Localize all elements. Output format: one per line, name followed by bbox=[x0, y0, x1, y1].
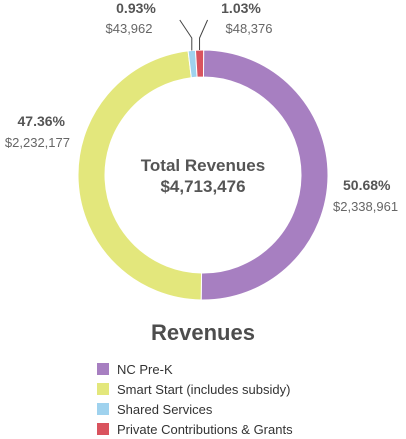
legend-label: Smart Start (includes subsidy) bbox=[117, 381, 291, 397]
leader-lines bbox=[179, 19, 209, 51]
legend-label: NC Pre-K bbox=[117, 361, 173, 377]
legend-title: Revenues bbox=[151, 320, 255, 345]
donut-slice bbox=[77, 50, 203, 301]
legend-swatch bbox=[97, 423, 109, 435]
legend-item: NC Pre-K bbox=[97, 359, 293, 379]
slice-amount-label: $43,962 bbox=[106, 21, 153, 36]
legend-item: Private Contributions & Grants bbox=[97, 419, 293, 439]
leader-line bbox=[199, 19, 209, 51]
slice-percent-label: 1.03% bbox=[221, 0, 261, 16]
slice-percent-label: 47.36% bbox=[18, 113, 66, 129]
slice-amount-label: $2,338,961 bbox=[333, 199, 398, 214]
slice-amount-label: $2,232,177 bbox=[5, 135, 70, 150]
legend-swatch bbox=[97, 363, 109, 375]
legend-item: Shared Services bbox=[97, 399, 293, 419]
legend-swatch bbox=[97, 403, 109, 415]
slice-amount-label: $48,376 bbox=[226, 21, 273, 36]
slice-percent-label: 50.68% bbox=[343, 177, 391, 193]
leader-line bbox=[179, 19, 193, 51]
center-total: $4,713,476 bbox=[160, 177, 245, 196]
donut-slice bbox=[194, 49, 205, 78]
donut-slices bbox=[77, 49, 329, 301]
legend-label: Private Contributions & Grants bbox=[117, 421, 293, 437]
slice-percent-label: 0.93% bbox=[116, 0, 156, 16]
legend-swatch bbox=[97, 383, 109, 395]
center-title: Total Revenues bbox=[141, 156, 265, 175]
legend-label: Shared Services bbox=[117, 401, 213, 417]
legend-item: Smart Start (includes subsidy) bbox=[97, 379, 293, 399]
legend: NC Pre-K Smart Start (includes subsidy) … bbox=[97, 359, 293, 439]
donut-slice bbox=[200, 49, 329, 301]
